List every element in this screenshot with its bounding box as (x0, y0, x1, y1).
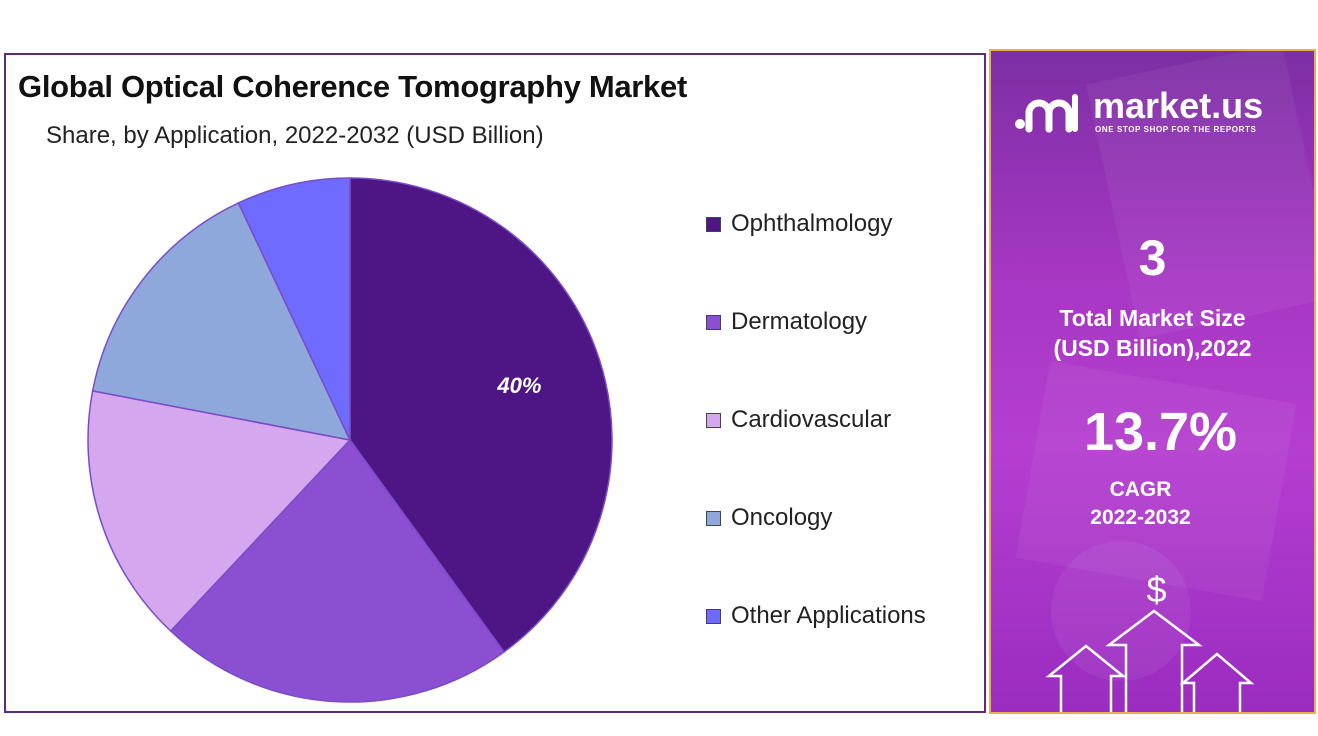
legend-item: Other Applications (706, 602, 926, 630)
pie-chart: 40% (87, 177, 613, 703)
legend-label: Cardiovascular (731, 406, 892, 433)
market-summary-panel: market.us ONE STOP SHOP FOR THE REPORTS … (989, 49, 1316, 714)
pie-slice-other-applications (237, 177, 351, 441)
background-decoration (1015, 51, 1314, 681)
legend-swatch (706, 314, 721, 330)
pie-slice-ophthalmology (349, 177, 613, 654)
logo-tagline: ONE STOP SHOP FOR THE REPORTS (1095, 125, 1257, 134)
pie-slice-oncology (91, 201, 352, 442)
pie-slice-dermatology (169, 438, 506, 703)
logo-mark-icon (1015, 94, 1078, 133)
cagr-period: 2022-2032 (1090, 506, 1191, 529)
market-size-label-line1: Total Market Size (1059, 305, 1246, 331)
pie-slice-cardiovascular (87, 390, 352, 633)
legend-swatch (706, 216, 721, 232)
legend-label: Other Applications (731, 602, 926, 629)
legend-item: Oncology (706, 504, 832, 532)
cagr-value: 13.7% (1083, 402, 1238, 462)
logo-text: market.us (1093, 85, 1264, 126)
legend-label: Dermatology (731, 308, 868, 335)
legend-swatch (706, 412, 721, 428)
legend-item: Ophthalmology (706, 210, 892, 238)
legend-swatch (706, 608, 721, 624)
legend-swatch (706, 510, 721, 526)
legend-item: Cardiovascular (706, 406, 891, 434)
legend-item: Dermatology (706, 308, 867, 336)
growth-arrows-icon (1045, 609, 1255, 712)
chart-panel: Global Optical Coherence Tomography Mark… (4, 53, 986, 713)
chart-title: Global Optical Coherence Tomography Mark… (18, 69, 687, 104)
legend-label: Ophthalmology (731, 210, 893, 237)
cagr-label: CAGR (1109, 478, 1172, 501)
market-size-value: 3 (1138, 230, 1167, 286)
chart-subtitle: Share, by Application, 2022-2032 (USD Bi… (46, 122, 544, 149)
dollar-icon: $ (1146, 569, 1167, 610)
pie-data-label: 40% (496, 373, 541, 398)
market-us-logo: market.us ONE STOP SHOP FOR THE REPORTS (1013, 85, 1293, 137)
legend-label: Oncology (731, 504, 833, 531)
market-size-label-line2: (USD Billion),2022 (1053, 335, 1252, 361)
